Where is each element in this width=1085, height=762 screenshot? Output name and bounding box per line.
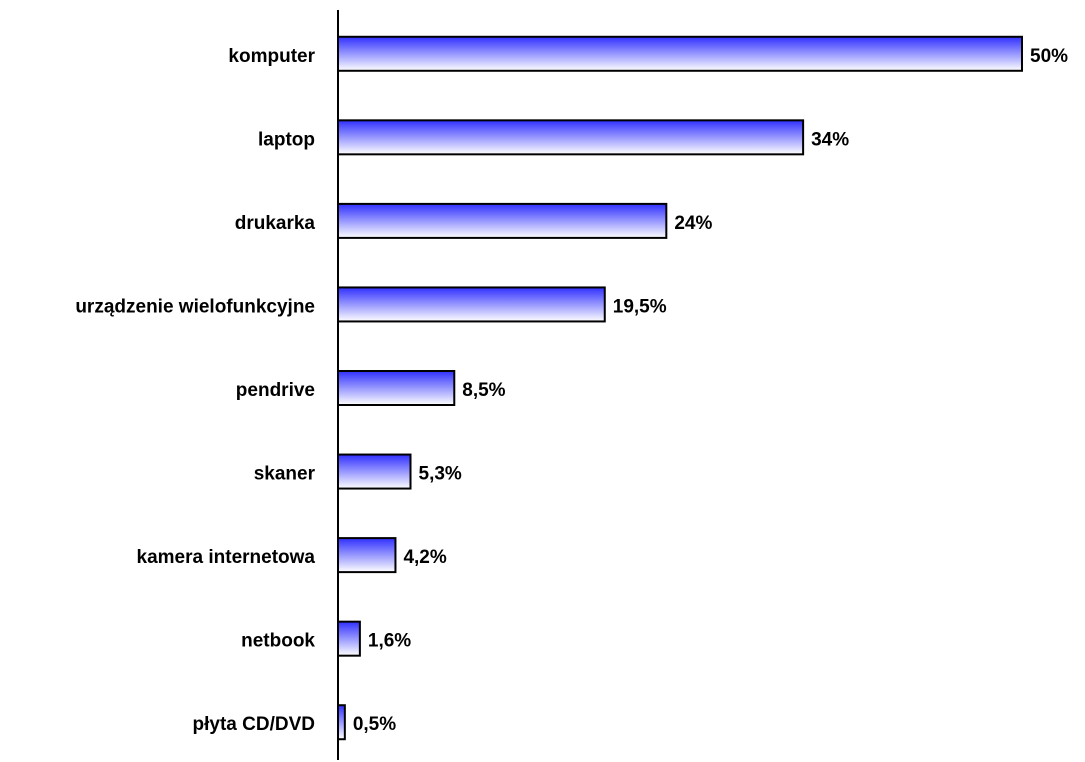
- bar: [337, 35, 1023, 72]
- category-label: płyta CD/DVD: [193, 714, 315, 735]
- category-label: kamera internetowa: [137, 547, 316, 568]
- category-label: pendrive: [236, 380, 315, 401]
- value-label: 4,2%: [403, 547, 446, 568]
- bar: [337, 286, 606, 323]
- category-label: komputer: [228, 46, 315, 67]
- bar: [337, 620, 361, 657]
- category-label: drukarka: [235, 213, 316, 234]
- category-label: laptop: [258, 129, 315, 150]
- bar: [337, 119, 805, 156]
- value-label: 34%: [811, 129, 849, 150]
- bar: [337, 537, 397, 574]
- value-label: 5,3%: [419, 464, 462, 485]
- bar: [337, 704, 346, 741]
- value-label: 24%: [674, 213, 712, 234]
- category-label: netbook: [241, 631, 315, 652]
- value-label: 19,5%: [613, 296, 667, 317]
- value-label: 1,6%: [368, 631, 411, 652]
- bar: [337, 370, 456, 406]
- value-label: 8,5%: [462, 380, 505, 401]
- bar: [337, 202, 668, 239]
- value-label: 0,5%: [353, 714, 396, 735]
- bar: [337, 453, 412, 490]
- category-label: skaner: [254, 464, 316, 485]
- category-label: urządzenie wielofunkcyjne: [75, 296, 315, 317]
- value-label: 50%: [1030, 46, 1068, 67]
